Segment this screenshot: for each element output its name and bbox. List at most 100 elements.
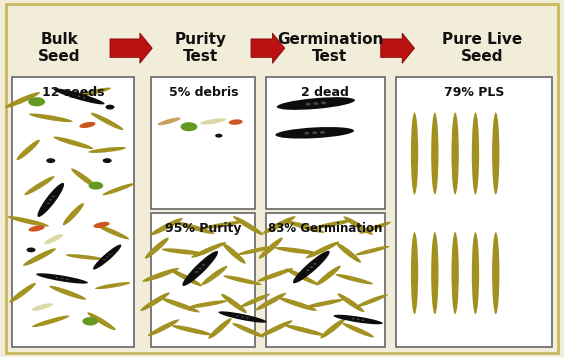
Ellipse shape — [241, 316, 244, 318]
Ellipse shape — [145, 237, 169, 259]
Ellipse shape — [472, 112, 479, 195]
Ellipse shape — [24, 176, 55, 195]
Ellipse shape — [16, 140, 40, 160]
Ellipse shape — [305, 299, 343, 308]
Ellipse shape — [83, 97, 86, 99]
Ellipse shape — [109, 254, 111, 255]
Ellipse shape — [263, 216, 296, 234]
Ellipse shape — [87, 312, 116, 330]
Text: 83% Germination: 83% Germination — [268, 222, 382, 235]
Ellipse shape — [285, 268, 318, 285]
Ellipse shape — [69, 87, 111, 98]
Ellipse shape — [103, 259, 105, 260]
Ellipse shape — [61, 278, 63, 279]
Ellipse shape — [96, 225, 129, 240]
Ellipse shape — [320, 318, 345, 338]
Ellipse shape — [321, 101, 326, 104]
Ellipse shape — [255, 293, 286, 311]
Ellipse shape — [314, 102, 319, 105]
Bar — [12, 77, 134, 347]
Ellipse shape — [312, 131, 318, 134]
Text: Bulk
Seed: Bulk Seed — [38, 32, 81, 64]
Ellipse shape — [357, 319, 359, 320]
Ellipse shape — [103, 158, 112, 163]
Ellipse shape — [201, 266, 227, 285]
Ellipse shape — [36, 273, 88, 284]
Ellipse shape — [80, 122, 95, 128]
Ellipse shape — [221, 294, 247, 313]
Ellipse shape — [47, 202, 50, 204]
Ellipse shape — [316, 266, 341, 286]
Ellipse shape — [310, 266, 313, 268]
Bar — [151, 77, 255, 209]
Ellipse shape — [162, 248, 205, 255]
Ellipse shape — [492, 232, 500, 314]
Ellipse shape — [246, 317, 249, 319]
Ellipse shape — [175, 221, 214, 234]
Ellipse shape — [203, 221, 243, 229]
Ellipse shape — [472, 232, 479, 314]
Ellipse shape — [52, 196, 55, 197]
Ellipse shape — [37, 183, 64, 217]
FancyArrow shape — [381, 33, 415, 64]
Ellipse shape — [94, 222, 109, 228]
Ellipse shape — [161, 298, 200, 312]
Ellipse shape — [89, 182, 103, 190]
Ellipse shape — [29, 114, 73, 122]
Ellipse shape — [355, 246, 389, 255]
Ellipse shape — [55, 277, 58, 278]
Ellipse shape — [27, 247, 36, 252]
Ellipse shape — [180, 122, 197, 131]
Ellipse shape — [356, 294, 388, 307]
Ellipse shape — [306, 103, 311, 106]
Ellipse shape — [105, 105, 114, 110]
Ellipse shape — [170, 269, 202, 286]
Ellipse shape — [293, 251, 330, 283]
Ellipse shape — [106, 256, 108, 258]
Ellipse shape — [29, 225, 45, 232]
Ellipse shape — [93, 245, 121, 270]
Ellipse shape — [259, 237, 283, 259]
Ellipse shape — [7, 216, 49, 227]
Ellipse shape — [72, 94, 75, 96]
Ellipse shape — [236, 315, 239, 317]
Ellipse shape — [305, 132, 310, 135]
Ellipse shape — [260, 320, 293, 337]
Ellipse shape — [342, 323, 374, 337]
Ellipse shape — [411, 232, 418, 314]
Ellipse shape — [223, 275, 262, 285]
Ellipse shape — [431, 112, 439, 195]
Ellipse shape — [222, 243, 246, 264]
Ellipse shape — [314, 220, 352, 229]
Ellipse shape — [140, 292, 170, 311]
Ellipse shape — [233, 216, 263, 235]
Ellipse shape — [277, 97, 355, 110]
FancyArrow shape — [251, 33, 285, 64]
Ellipse shape — [229, 119, 243, 125]
Ellipse shape — [451, 112, 459, 195]
Ellipse shape — [362, 320, 364, 321]
Text: 2 dead: 2 dead — [302, 86, 349, 99]
Ellipse shape — [89, 147, 126, 153]
Ellipse shape — [82, 317, 98, 326]
Ellipse shape — [306, 241, 340, 258]
Ellipse shape — [71, 169, 98, 188]
Ellipse shape — [306, 270, 310, 271]
Ellipse shape — [23, 248, 56, 266]
Ellipse shape — [202, 264, 205, 266]
Bar — [266, 77, 385, 209]
Ellipse shape — [44, 234, 63, 244]
Ellipse shape — [411, 112, 418, 195]
Ellipse shape — [232, 323, 264, 337]
Ellipse shape — [257, 268, 293, 282]
Ellipse shape — [182, 251, 218, 286]
Ellipse shape — [199, 268, 202, 270]
Ellipse shape — [91, 112, 124, 130]
Ellipse shape — [63, 203, 84, 225]
Ellipse shape — [240, 294, 270, 307]
Ellipse shape — [95, 282, 130, 289]
Text: Germination
Test: Germination Test — [277, 32, 383, 64]
Ellipse shape — [492, 112, 500, 195]
Ellipse shape — [200, 118, 226, 125]
Bar — [266, 213, 385, 347]
